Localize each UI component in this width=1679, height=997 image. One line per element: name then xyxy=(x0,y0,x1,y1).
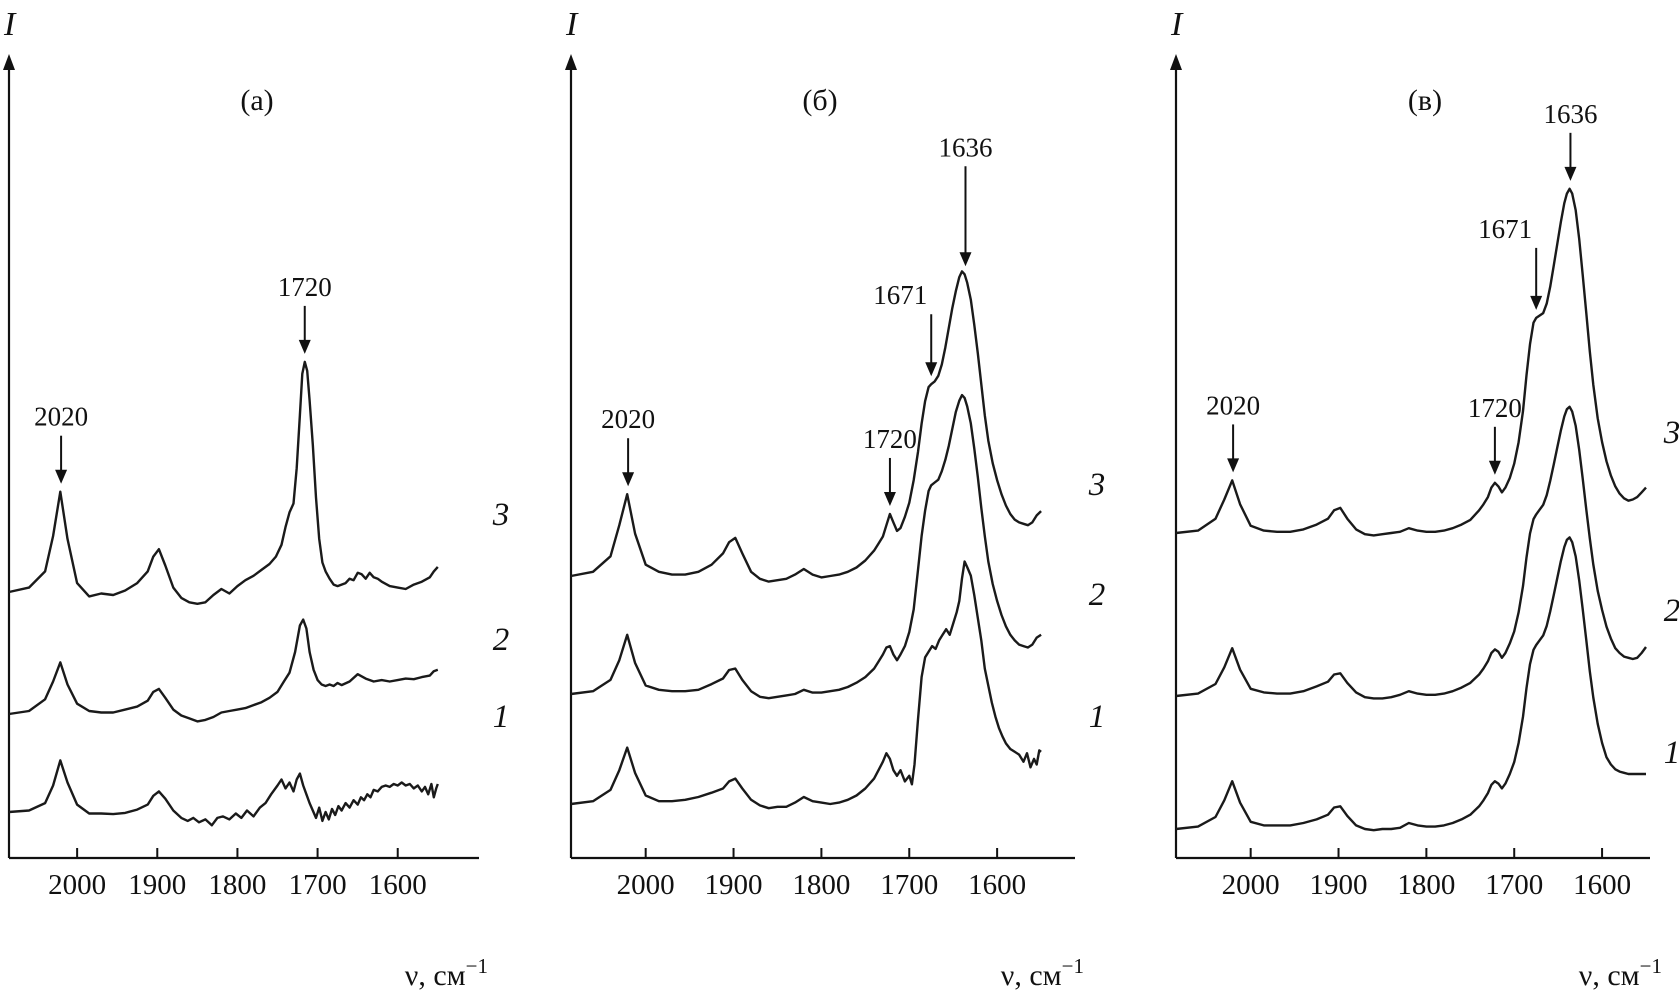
x-axis-title-text: ν, см xyxy=(1579,959,1640,992)
annotation-label-1636: 1636 xyxy=(938,132,992,162)
x-tick-label: 1800 xyxy=(1397,869,1455,901)
x-tick-label: 1700 xyxy=(289,869,347,901)
spectrum-curve-3 xyxy=(570,270,1042,583)
annotation-label-1720: 1720 xyxy=(1468,393,1522,423)
panel-label: (а) xyxy=(240,84,273,117)
annotation-arrowhead-1636 xyxy=(1564,166,1577,181)
annotation-label-1671: 1671 xyxy=(1478,214,1532,244)
spectrum-curve-1 xyxy=(8,759,439,827)
x-axis-title: ν, см−1 xyxy=(1579,954,1662,992)
y-axis-label: I xyxy=(3,6,17,43)
x-axis-title: ν, см−1 xyxy=(405,954,488,992)
panel-a: I 2000 1900 1800 1700 1600 ν, см−1 (а) 1 2 3 2020 17… xyxy=(3,6,509,992)
y-axis-arrow xyxy=(3,54,15,70)
x-tick-label: 1800 xyxy=(208,869,266,901)
curve-label-3: 3 xyxy=(492,497,510,533)
x-tick-label: 1600 xyxy=(1573,869,1631,901)
curve-label-1: 1 xyxy=(493,699,510,735)
annotation-arrowhead-1720 xyxy=(1488,460,1501,475)
x-tick-label: 2000 xyxy=(48,869,106,901)
x-axis-title: ν, см−1 xyxy=(1001,954,1084,992)
y-axis-arrow xyxy=(565,54,577,70)
curve-label-1: 1 xyxy=(1664,735,1679,771)
annotation-label-1720: 1720 xyxy=(278,272,332,302)
x-tick-label: 1900 xyxy=(128,869,186,901)
x-axis-title-text: ν, см xyxy=(405,959,466,992)
annotation-label-2020: 2020 xyxy=(1206,390,1260,420)
spectrum-curve-1 xyxy=(570,560,1042,810)
spectrum-curve-2 xyxy=(1175,405,1647,700)
x-tick-label: 2000 xyxy=(1222,869,1280,901)
x-axis-title-superscript: −1 xyxy=(466,954,488,978)
spectrum-curve-2 xyxy=(570,393,1042,700)
x-tick-label: 1600 xyxy=(369,869,427,901)
annotation-label-2020: 2020 xyxy=(601,404,655,434)
x-axis-title-superscript: −1 xyxy=(1062,954,1084,978)
panel-label: (б) xyxy=(802,84,837,117)
annotation-arrowhead-1671 xyxy=(925,362,938,377)
annotation-arrowhead-1720 xyxy=(298,339,311,354)
x-axis-title-text: ν, см xyxy=(1001,959,1062,992)
annotation-arrowhead-1720 xyxy=(883,491,896,506)
curve-label-2: 2 xyxy=(1089,577,1106,613)
x-tick-label: 1700 xyxy=(1485,869,1543,901)
annotation-label-1671: 1671 xyxy=(873,280,927,310)
spectrum-curve-1 xyxy=(1175,536,1646,832)
annotation-arrowhead-1671 xyxy=(1530,295,1543,310)
x-tick-label: 1900 xyxy=(1310,869,1368,901)
annotation-arrowhead-2020 xyxy=(55,469,68,484)
annotation-arrowhead-1636 xyxy=(959,252,972,267)
annotation-label-1720: 1720 xyxy=(863,424,917,454)
x-tick-label: 1700 xyxy=(880,869,938,901)
curve-label-1: 1 xyxy=(1089,699,1106,735)
curve-label-2: 2 xyxy=(493,622,510,658)
y-axis-arrow xyxy=(1170,54,1182,70)
panel-label: (в) xyxy=(1408,84,1442,117)
spectrum-curve-3 xyxy=(1175,187,1647,537)
curve-label-2: 2 xyxy=(1664,593,1679,629)
panel-c: I 2000 1900 1800 1700 1600 ν, см−1 (в) 1 2 3 2020 17… xyxy=(1170,6,1679,992)
y-axis-label: I xyxy=(565,6,579,43)
x-tick-label: 1600 xyxy=(968,869,1026,901)
spectrum-curve-2 xyxy=(8,618,439,723)
spectrum-curve-3 xyxy=(8,360,439,605)
x-tick-label: 1800 xyxy=(792,869,850,901)
x-axis-title-superscript: −1 xyxy=(1640,954,1662,978)
y-axis-label: I xyxy=(1170,6,1184,43)
curve-label-3: 3 xyxy=(1663,415,1679,451)
annotation-label-1636: 1636 xyxy=(1543,99,1597,129)
annotation-arrowhead-2020 xyxy=(1227,458,1240,473)
annotation-arrowhead-2020 xyxy=(622,472,635,487)
x-tick-label: 2000 xyxy=(617,869,675,901)
x-tick-label: 1900 xyxy=(705,869,763,901)
panel-b: I 2000 1900 1800 1700 1600 ν, см−1 (б) 1 2 3 2020 17… xyxy=(565,6,1105,992)
curve-label-3: 3 xyxy=(1088,467,1106,503)
annotation-label-2020: 2020 xyxy=(34,402,88,432)
